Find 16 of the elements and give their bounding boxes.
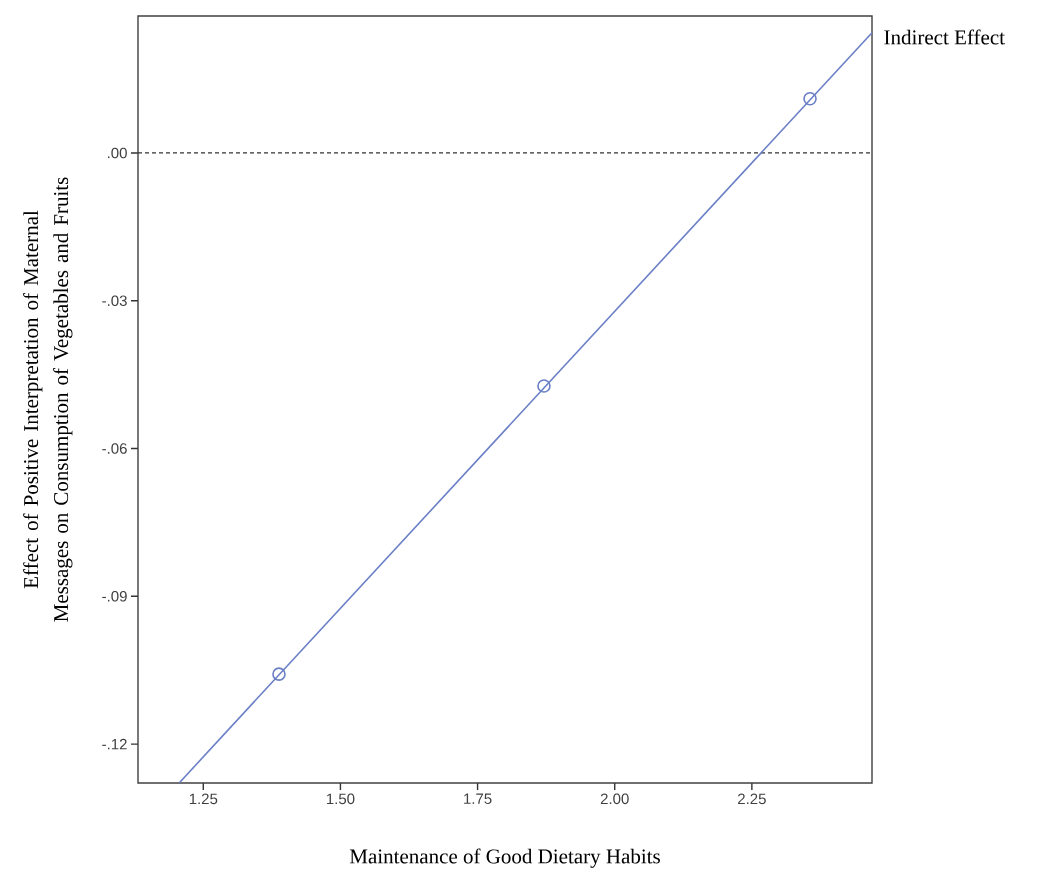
x-tick-label: 2.25 [738,793,766,805]
y-tick-label: .00 [107,147,127,159]
y-tick-label: -.09 [102,590,127,602]
x-tick-label: 1.75 [464,793,492,804]
text: Indirect Effect [884,29,1005,45]
point [537,379,551,393]
point [272,667,286,681]
point [803,91,817,106]
x-tick-label: 1.50 [326,793,355,805]
y-tick-label: -.06 [102,443,127,454]
x-tick-label: 1.25 [189,793,218,805]
y-tick-label: -.12 [102,738,127,750]
x-axis-title: Maintenance of Good Dietary Habits [349,848,660,868]
y-tick-label: -.03 [102,295,127,307]
x-tick-label: 2.00 [600,793,629,805]
y-axis-title: Effect of Positive Interpretation of Maternal Messages on Consumption of Vegetables and Fruits [23,177,73,622]
